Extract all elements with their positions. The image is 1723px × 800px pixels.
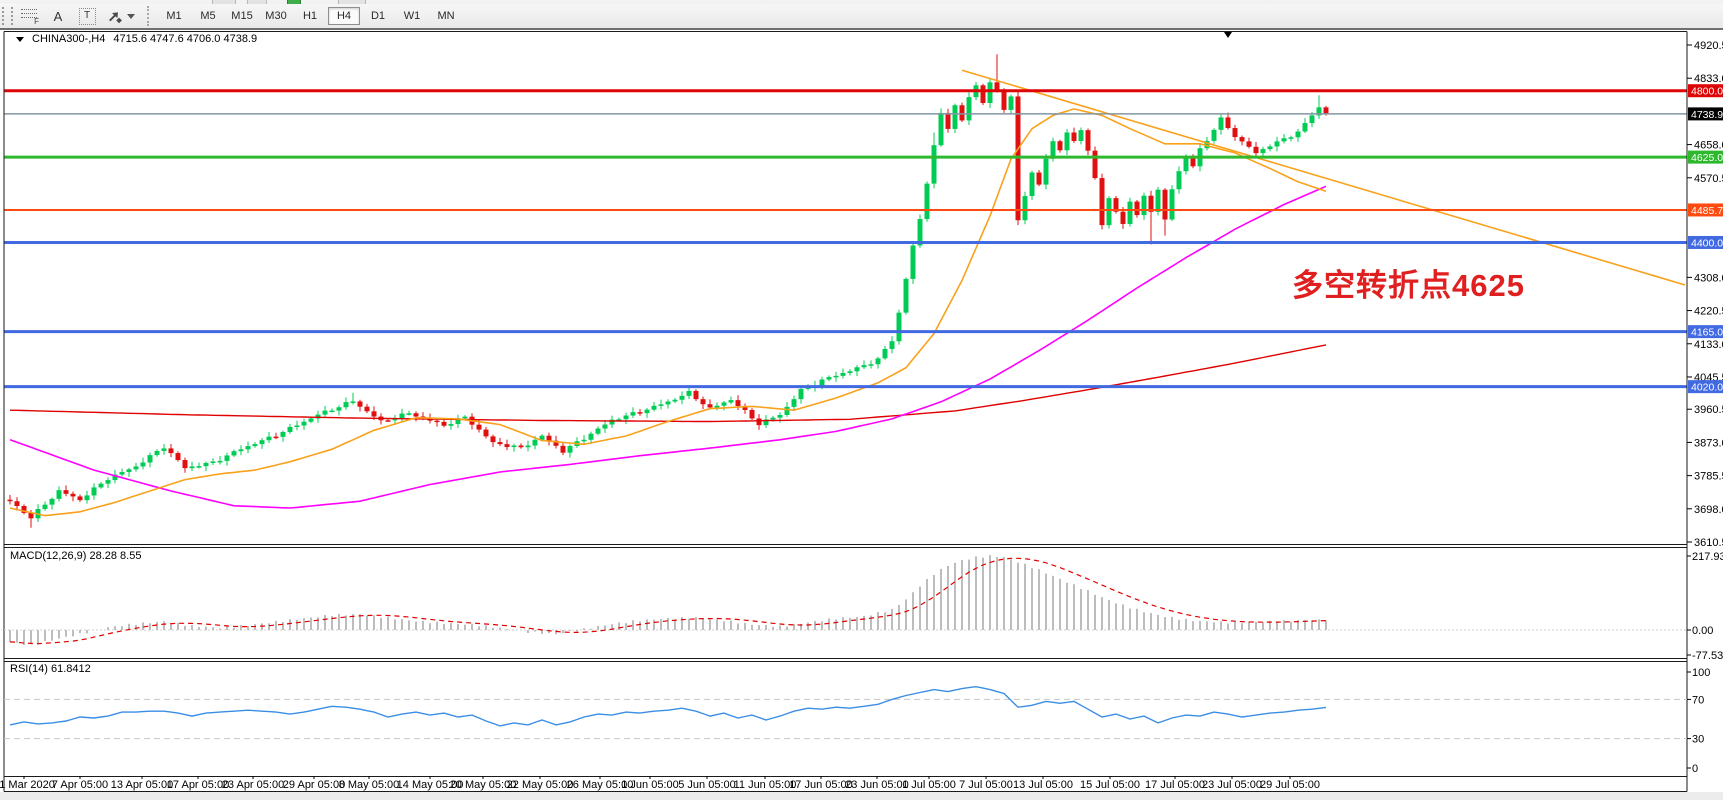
price-tick-label: 3960.5	[1694, 404, 1723, 416]
time-tick-label: 7 Apr 05:00	[52, 779, 108, 791]
price-badge: 4800.0	[1691, 86, 1723, 98]
ma-mid-line	[9, 185, 1327, 509]
time-tick-label: 23 Apr 05:00	[222, 779, 284, 791]
chart-text-annotation: 多空转折点4625	[1292, 268, 1525, 303]
text-tool-button[interactable]: T	[74, 5, 100, 27]
time-tick-label: 20 May 05:00	[450, 779, 517, 791]
tf-button-m15[interactable]: M15	[231, 10, 253, 22]
time-tick-label: 11 Jun 05:00	[734, 779, 797, 791]
price-tick-label: 4833.0	[1694, 73, 1723, 85]
fibonacci-icon: F	[21, 9, 39, 26]
time-tick-label: 17 Jul 05:00	[1145, 779, 1205, 791]
chart-symbol-label: CHINA300-,H4	[32, 33, 106, 45]
text-label-icon: A	[53, 8, 63, 24]
toolbar-grip-handle[interactable]	[2, 7, 13, 25]
svg-text:0.00: 0.00	[1692, 625, 1713, 637]
arrows-icon	[109, 11, 122, 23]
price-tick-label: 3873.0	[1694, 437, 1723, 449]
time-tick-label: 7 Jul 05:00	[959, 779, 1013, 791]
price-badge: 4625.0	[1691, 152, 1723, 164]
time-tick-label: 13 Apr 05:00	[111, 779, 173, 791]
candles-layer	[7, 54, 1329, 528]
time-tick-label: 5 Jun 05:00	[678, 779, 736, 791]
indicator-axis: 217.93 0.00 -77.53 100 70 30 0	[1687, 551, 1723, 775]
svg-text:70: 70	[1692, 694, 1704, 706]
toolbar: F A T M1 M5 M15 M30 H1 H4 D1 W1 MN	[0, 4, 1723, 28]
chart-collapse-icon[interactable]	[16, 36, 24, 42]
price-tick-label: 4658.0	[1694, 140, 1723, 152]
time-tick-label: 23 Jul 05:00	[1202, 779, 1262, 791]
price-badge: 4400.0	[1691, 237, 1723, 249]
time-tick-label: 22 May 05:00	[507, 779, 574, 791]
price-axis: 4920.5 4833.0 4658.0 4570.5 4308.0 4220.5 4133…	[1687, 40, 1723, 549]
macd-indicator-label: MACD(12,26,9) 28.28 8.55	[10, 550, 142, 562]
status-strip	[0, 792, 1723, 800]
level-lines	[4, 89, 1687, 389]
time-tick-label: 17 Jun 05:00	[789, 779, 853, 791]
macd-signal-line	[9, 557, 1327, 645]
svg-text:30: 30	[1692, 734, 1704, 746]
panel-borders	[3, 31, 1688, 792]
price-badge: 4738.9	[1691, 109, 1723, 121]
ma-slow-line	[9, 344, 1327, 423]
svg-text:0: 0	[1692, 763, 1698, 775]
arrows-tool-button[interactable]	[103, 5, 139, 27]
price-tick-label: 3785.5	[1694, 471, 1723, 483]
svg-text:217.93: 217.93	[1692, 551, 1723, 563]
tf-button-m1[interactable]: M1	[166, 10, 182, 22]
time-tick-label: 31 Mar 2020	[0, 779, 55, 791]
time-tick-label: 26 May 05:00	[567, 779, 634, 791]
price-badge: 4020.0	[1691, 382, 1723, 394]
time-tick-label: 29 Jul 05:00	[1260, 779, 1320, 791]
price-tick-label: 4308.0	[1694, 272, 1723, 284]
time-tick-label: 14 May 05:00	[397, 779, 464, 791]
price-tick-label: 3698.0	[1694, 504, 1723, 516]
text-label-tool-button[interactable]: A	[45, 5, 71, 27]
chart-shift-marker[interactable]	[1224, 32, 1232, 38]
chart-title: CHINA300-,H4 4715.6 4747.6 4706.0 4738.9	[16, 33, 257, 45]
svg-text:100: 100	[1692, 667, 1710, 679]
price-tick-label: 4570.5	[1694, 173, 1723, 185]
tf-button-m5[interactable]: M5	[200, 10, 216, 22]
time-tick-label: 29 Apr 05:00	[283, 779, 345, 791]
tf-button-h4[interactable]: H4	[328, 7, 360, 25]
price-tick-label: 4920.5	[1694, 40, 1723, 52]
tf-button-w1[interactable]: W1	[403, 10, 421, 22]
tf-button-m30[interactable]: M30	[265, 10, 287, 22]
price-tick-label: 4133.0	[1694, 339, 1723, 351]
time-tick-label: 17 Apr 05:00	[167, 779, 229, 791]
trendline[interactable]	[961, 69, 1686, 286]
ma-fast-line	[9, 108, 1327, 517]
time-tick-label: 23 Jun 05:00	[845, 779, 909, 791]
chevron-down-icon[interactable]	[127, 13, 135, 19]
toolbar-separator-handle[interactable]	[147, 6, 152, 26]
price-tick-label: 4220.5	[1694, 306, 1723, 318]
fibonacci-tool-button[interactable]: F	[16, 5, 42, 27]
time-tick-label: 8 May 05:00	[339, 779, 400, 791]
price-badge: 4485.7	[1691, 205, 1723, 217]
price-badges: 4800.0 4625.0 4485.7 4400.0 4165.0 4020.0 4738…	[1688, 84, 1723, 394]
time-tick-label: 1 Jun 05:00	[621, 779, 679, 791]
tf-button-mn[interactable]: MN	[437, 10, 455, 22]
tf-button-d1[interactable]: D1	[370, 10, 386, 22]
text-icon: T	[78, 7, 96, 25]
price-badge: 4165.0	[1691, 327, 1723, 339]
tf-button-h1[interactable]: H1	[302, 10, 318, 22]
time-tick-label: 13 Jul 05:00	[1013, 779, 1073, 791]
timeframe-bar: M1 M5 M15 M30 H1 H4 D1 W1 MN	[158, 7, 464, 25]
price-tick-label: 3610.5	[1694, 537, 1723, 549]
chart-ohlc-values: 4715.6 4747.6 4706.0 4738.9	[113, 33, 258, 45]
rsi-panel	[4, 685, 1687, 740]
rsi-indicator-label: RSI(14) 61.8412	[10, 663, 91, 675]
macd-panel	[4, 555, 1687, 645]
window-separator	[0, 28, 1723, 30]
time-tick-label: 15 Jul 05:00	[1080, 779, 1140, 791]
time-tick-label: 1 Jul 05:00	[902, 779, 956, 791]
svg-text:-77.53: -77.53	[1692, 650, 1723, 662]
rsi-line	[9, 685, 1327, 727]
